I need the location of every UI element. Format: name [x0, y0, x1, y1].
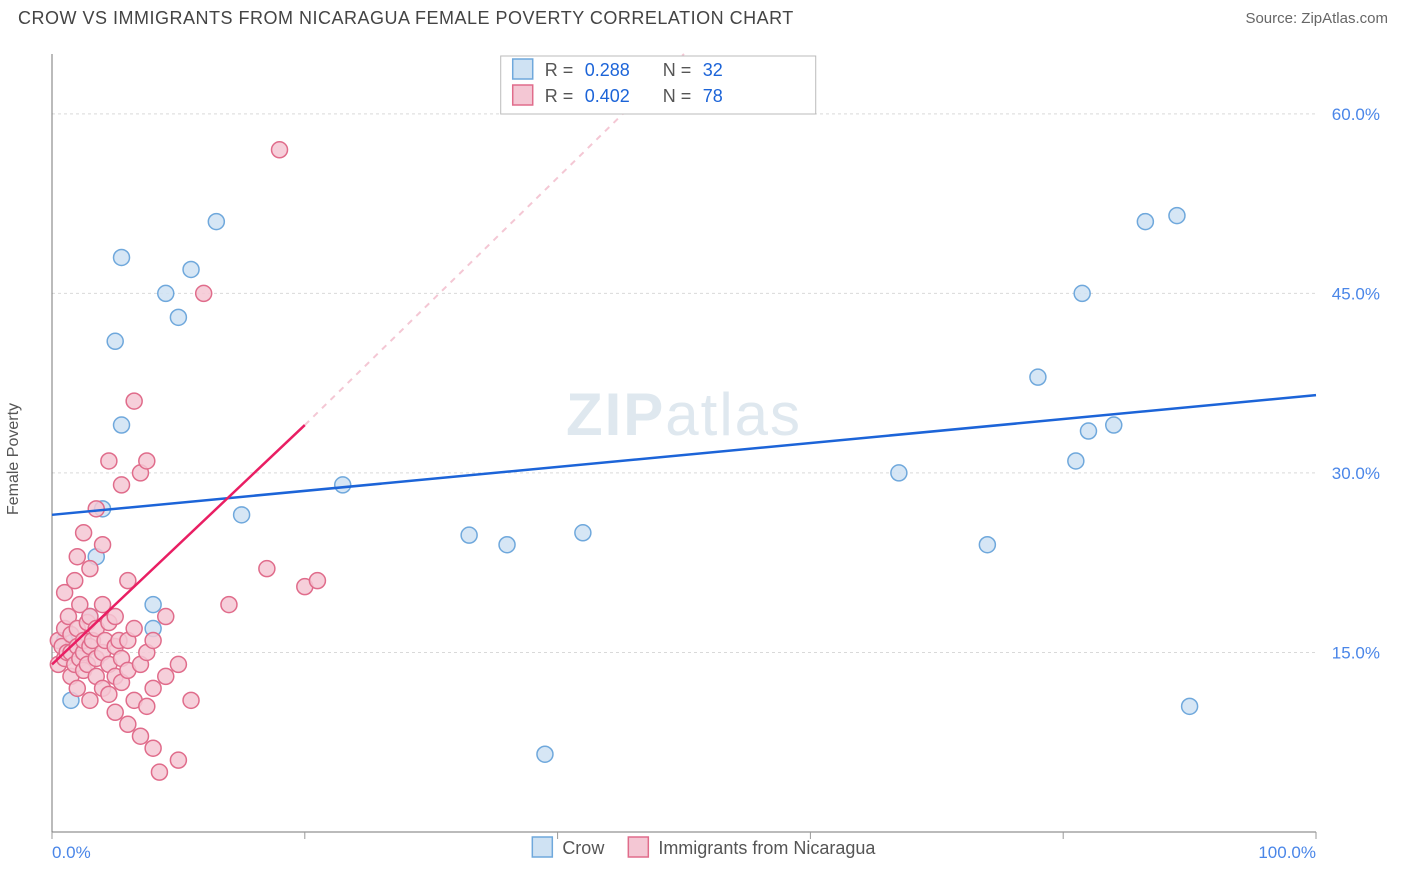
data-point	[272, 142, 288, 158]
y-tick-label: 45.0%	[1332, 284, 1380, 303]
data-point	[1080, 423, 1096, 439]
legend-text: 0.288	[585, 60, 630, 80]
data-point	[170, 752, 186, 768]
data-point	[158, 609, 174, 625]
data-point	[139, 453, 155, 469]
source-attribution: Source: ZipAtlas.com	[1245, 10, 1388, 27]
data-point	[158, 668, 174, 684]
x-tick-label: 0.0%	[52, 843, 91, 862]
chart-container: Female Poverty 15.0%30.0%45.0%60.0%ZIPat…	[18, 44, 1388, 874]
data-point	[145, 740, 161, 756]
data-point	[891, 465, 907, 481]
legend-text: N =	[663, 86, 692, 106]
data-point	[234, 507, 250, 523]
data-point	[575, 525, 591, 541]
data-point	[95, 537, 111, 553]
data-point	[145, 597, 161, 613]
watermark: ZIPatlas	[566, 381, 802, 448]
legend-text: 0.402	[585, 86, 630, 106]
data-point	[107, 333, 123, 349]
data-point	[461, 527, 477, 543]
data-point	[145, 680, 161, 696]
data-point	[114, 249, 130, 265]
data-point	[1106, 417, 1122, 433]
data-point	[126, 621, 142, 637]
data-point	[183, 692, 199, 708]
data-point	[126, 393, 142, 409]
legend-label: Immigrants from Nicaragua	[658, 838, 876, 858]
data-point	[69, 680, 85, 696]
y-axis-label: Female Poverty	[5, 403, 23, 515]
data-point	[82, 692, 98, 708]
data-point	[221, 597, 237, 613]
data-point	[67, 573, 83, 589]
data-point	[114, 477, 130, 493]
x-tick-label: 100.0%	[1258, 843, 1316, 862]
legend-swatch	[628, 837, 648, 857]
data-point	[1074, 285, 1090, 301]
data-point	[88, 501, 104, 517]
legend-text: N =	[663, 60, 692, 80]
data-point	[259, 561, 275, 577]
data-point	[170, 656, 186, 672]
data-point	[309, 573, 325, 589]
legend-text: 78	[703, 86, 723, 106]
data-point	[101, 453, 117, 469]
data-point	[537, 746, 553, 762]
data-point	[151, 764, 167, 780]
data-point	[183, 261, 199, 277]
data-point	[145, 632, 161, 648]
y-tick-label: 30.0%	[1332, 464, 1380, 483]
data-point	[107, 704, 123, 720]
legend-label: Crow	[562, 838, 605, 858]
data-point	[170, 309, 186, 325]
data-point	[499, 537, 515, 553]
data-point	[120, 716, 136, 732]
data-point	[82, 561, 98, 577]
data-point	[1068, 453, 1084, 469]
y-tick-label: 60.0%	[1332, 105, 1380, 124]
legend-text: R =	[545, 86, 574, 106]
data-point	[139, 698, 155, 714]
data-point	[196, 285, 212, 301]
data-point	[1030, 369, 1046, 385]
data-point	[69, 549, 85, 565]
data-point	[335, 477, 351, 493]
chart-title: CROW VS IMMIGRANTS FROM NICARAGUA FEMALE…	[18, 8, 794, 29]
legend-text: R =	[545, 60, 574, 80]
data-point	[76, 525, 92, 541]
legend-swatch	[532, 837, 552, 857]
data-point	[1182, 698, 1198, 714]
data-point	[101, 686, 117, 702]
correlation-scatter-chart: 15.0% 30.0% 45.0% 60.0% ZIPatlas 0.0% 100.0% R …	[18, 44, 1388, 874]
data-point	[979, 537, 995, 553]
data-point	[1169, 208, 1185, 224]
data-point	[1137, 214, 1153, 230]
data-point	[158, 285, 174, 301]
data-point	[132, 728, 148, 744]
data-point	[114, 417, 130, 433]
data-point	[208, 214, 224, 230]
y-tick-label: 15.0%	[1332, 643, 1380, 662]
legend-text: 32	[703, 60, 723, 80]
